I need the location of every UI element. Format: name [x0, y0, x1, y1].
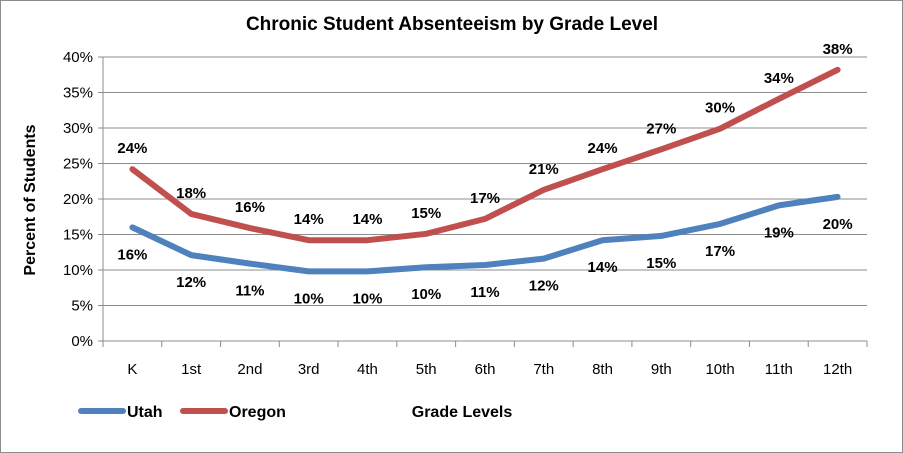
- y-tick-label: 15%: [63, 227, 93, 244]
- y-tick-label: 5%: [71, 298, 93, 315]
- data-label-oregon: 14%: [294, 211, 324, 228]
- data-label-oregon: 38%: [823, 41, 853, 58]
- chart-title: Chronic Student Absenteeism by Grade Lev…: [246, 14, 658, 35]
- legend-label-oregon: Oregon: [229, 404, 286, 421]
- x-tick-label: K: [127, 361, 137, 378]
- data-label-utah: 12%: [529, 278, 559, 295]
- data-label-oregon: 16%: [235, 199, 265, 216]
- data-label-utah: 11%: [235, 283, 264, 300]
- data-label-oregon: 27%: [646, 120, 676, 137]
- x-tick-label: 6th: [475, 361, 496, 378]
- legend-label-utah: Utah: [127, 404, 163, 421]
- series-lines: [129, 66, 841, 275]
- data-label-oregon: 21%: [529, 161, 559, 178]
- data-label-oregon: 34%: [764, 70, 794, 87]
- x-tick-label: 11th: [765, 361, 793, 378]
- legend: Utah Oregon: [78, 404, 286, 421]
- data-label-oregon: 15%: [411, 205, 441, 222]
- data-label-oregon: 30%: [705, 100, 735, 117]
- y-tick-label: 30%: [63, 120, 93, 137]
- data-label-utah: 19%: [764, 224, 794, 241]
- data-label-utah: 11%: [470, 284, 499, 301]
- x-tick-label: 3rd: [298, 361, 320, 378]
- data-label-utah: 16%: [117, 246, 147, 263]
- data-label-oregon: 14%: [352, 211, 382, 228]
- x-tick-label: 8th: [592, 361, 613, 378]
- data-label-utah: 17%: [705, 243, 735, 260]
- data-label-utah: 12%: [176, 274, 206, 291]
- data-label-oregon: 24%: [588, 140, 618, 157]
- data-label-utah: 10%: [411, 286, 441, 303]
- y-tick-label: 35%: [63, 85, 93, 102]
- x-tick-label: 10th: [705, 361, 734, 378]
- x-tick-label: 2nd: [237, 361, 262, 378]
- x-axis-title: Grade Levels: [412, 404, 513, 421]
- y-tick-label: 20%: [63, 191, 93, 208]
- series-line-oregon: [129, 66, 841, 244]
- x-tick-label: 7th: [533, 361, 554, 378]
- data-label-utah: 14%: [588, 259, 618, 276]
- data-label-oregon: 24%: [117, 140, 147, 157]
- y-tick-label: 25%: [63, 156, 93, 173]
- x-tick-label: 5th: [416, 361, 437, 378]
- x-tick-label: 12th: [823, 361, 852, 378]
- data-label-utah: 10%: [294, 290, 324, 307]
- data-label-oregon: 17%: [470, 190, 500, 207]
- series-line-utah: [129, 193, 841, 275]
- data-label-utah: 10%: [352, 290, 382, 307]
- x-tick-label: 9th: [651, 361, 672, 378]
- y-tick-label: 0%: [71, 333, 93, 350]
- gridlines: [103, 56, 867, 306]
- data-label-utah: 20%: [823, 216, 853, 233]
- y-axis-title: Percent of Students: [22, 124, 39, 275]
- data-labels: 16% 12% 11% 10% 10% 10% 11% 12% 14% 15% 17% 19% 20% 2…: [117, 41, 852, 308]
- data-label-utah: 15%: [646, 255, 676, 272]
- x-tick-label: 1st: [181, 361, 202, 378]
- y-tick-label: 40%: [63, 49, 93, 66]
- data-label-oregon: 18%: [176, 185, 206, 202]
- axes: 0% 5% 10% 15% 20% 25% 30% 35% 40% K 1st 2nd 3rd 4th 5t…: [63, 49, 868, 378]
- x-tick-label: 4th: [357, 361, 378, 378]
- y-tick-label: 10%: [63, 262, 93, 279]
